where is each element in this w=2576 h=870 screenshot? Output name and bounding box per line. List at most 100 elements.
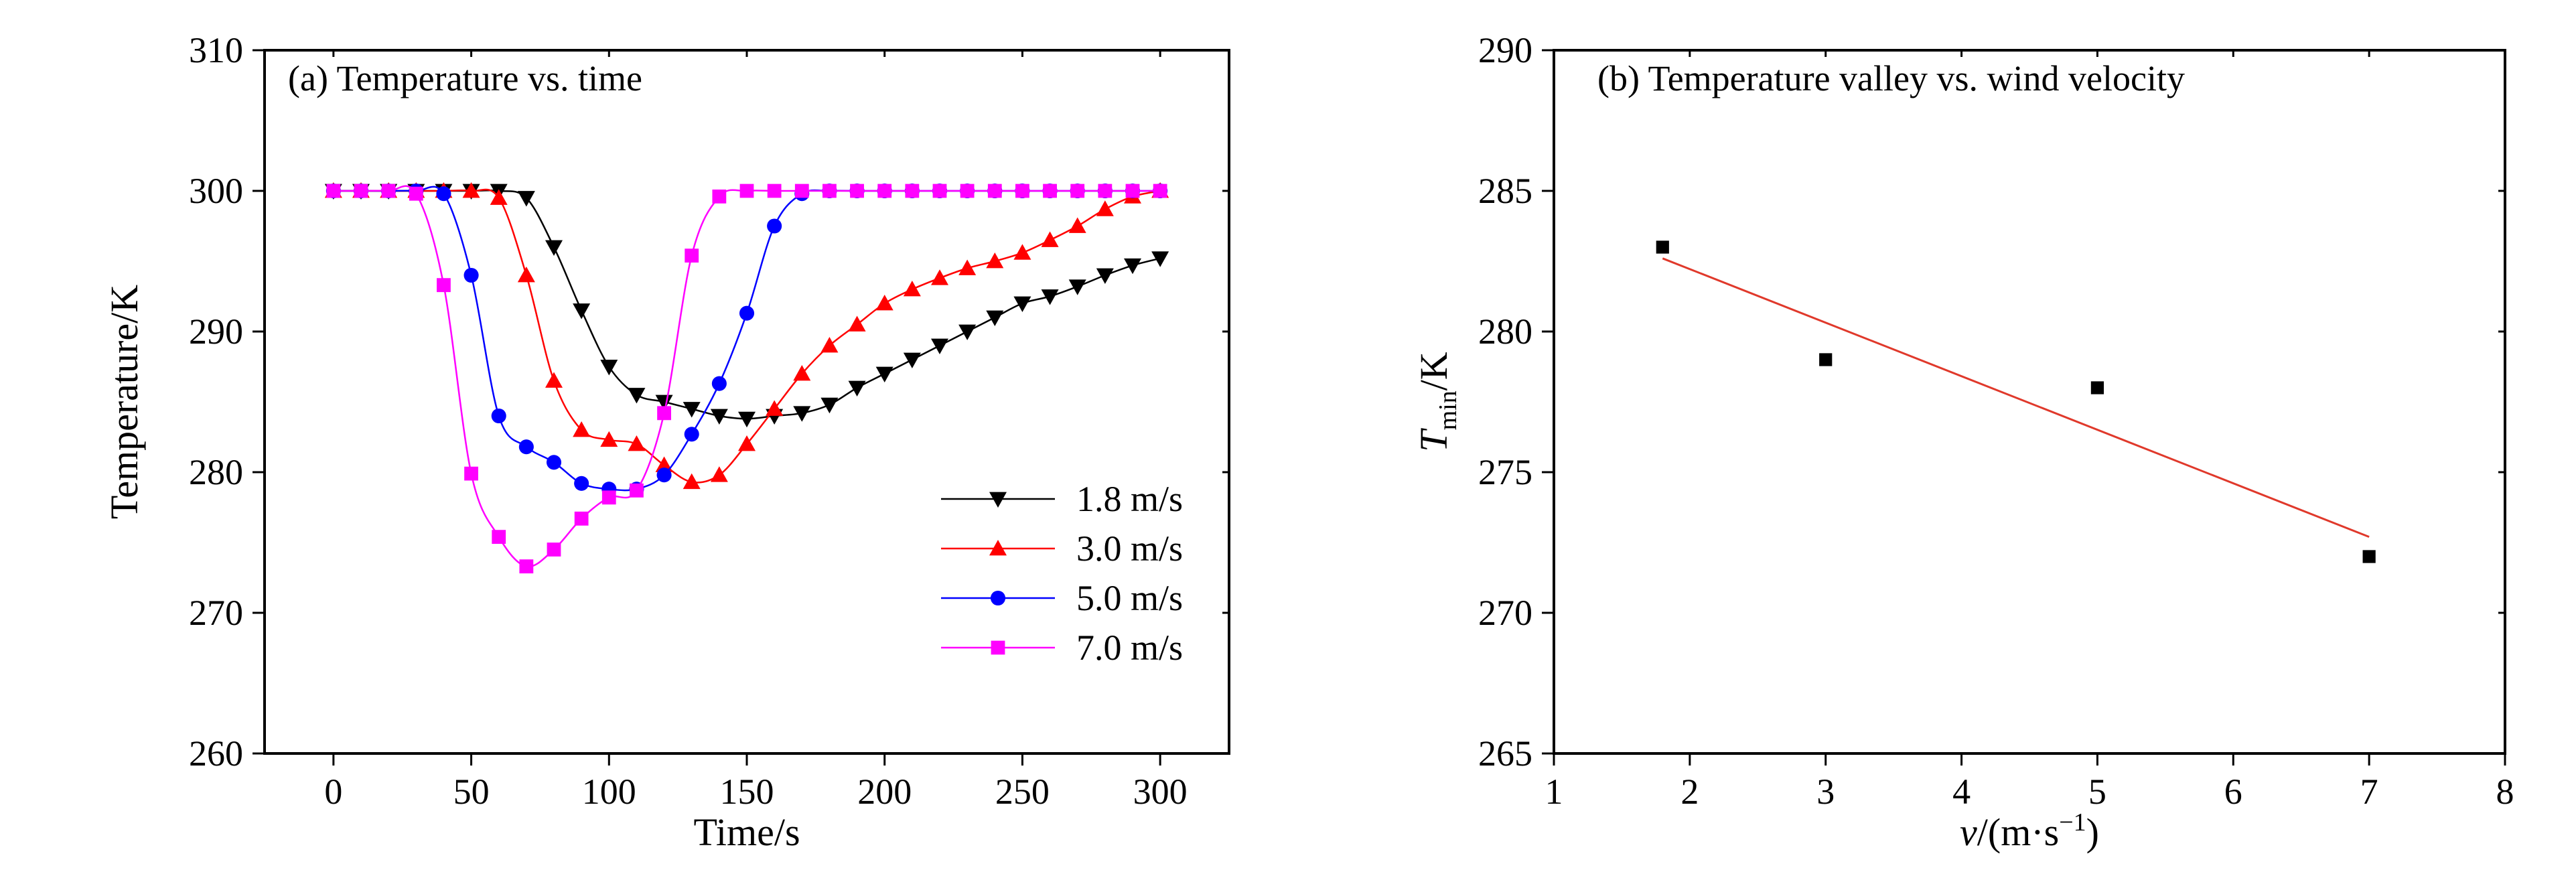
panel-b-x-axis-rest: /(m·s [1977, 810, 2059, 854]
panel-a-series-2-point [931, 269, 948, 285]
panel-a-y-axis-label: Temperature/K [102, 285, 146, 519]
panel-a-series-4-point [1070, 184, 1085, 198]
panel-a-series-3-point [491, 408, 506, 424]
panel-a-series-1-point [1068, 279, 1086, 295]
panel-a-series-4-point [822, 184, 837, 198]
panel-a-series-2-point [848, 315, 866, 332]
panel-a-legend-label-series-3: 5.0 m/s [1076, 578, 1183, 618]
panel-a-series-1-point [517, 191, 535, 207]
panel-a-series-2-point [517, 267, 535, 283]
panel-a-series-1-point [710, 409, 728, 425]
panel-a-series-4-point [601, 490, 616, 505]
panel-a-x-tick-label: 150 [720, 772, 774, 812]
panel-a-series-2-point [1041, 231, 1059, 247]
panel-a-series-2-point [710, 466, 728, 482]
panel-a-series-2-point [545, 372, 563, 388]
panel-a-series-2-point [875, 295, 893, 311]
panel-b-x-tick-label: 8 [2496, 772, 2514, 812]
panel-a-series-4-point [1125, 184, 1140, 198]
panel-a-y-tick-label: 280 [189, 452, 243, 492]
panel-b-temperature-valley-vs-wind-velocity: 1 2 3 4 5 6 7 8 265 270 275 280 285 290 (b) Temperatu… [1412, 30, 2514, 854]
panel-a-y-tick-label: 300 [189, 171, 243, 211]
panel-b-x-tick-label: 7 [2360, 772, 2378, 812]
panel-b-data-point [1819, 353, 1833, 366]
panel-a-y-tick-label: 290 [189, 311, 243, 352]
panel-a-series-4-point [381, 184, 396, 198]
panel-a-series-4-point [794, 184, 809, 198]
panel-b-x-axis-close: ) [2086, 810, 2099, 854]
panel-b-data-point [2362, 550, 2376, 563]
panel-a-series-2-point [738, 435, 756, 451]
panel-a-legend-marker-series-4 [991, 640, 1005, 655]
panel-b-y-axis-label: Tmin/K [1412, 352, 1462, 452]
panel-a-series-2-point [655, 456, 673, 472]
panel-a-series-4-point [574, 511, 589, 526]
panel-b-title: (b) Temperature valley vs. wind velocity [1597, 58, 2185, 98]
panel-a-series-1-point [793, 406, 811, 422]
panel-b-x-axis-sup: −1 [2059, 808, 2086, 837]
panel-b-data-point [2090, 381, 2104, 394]
panel-a-series-4-point [326, 184, 341, 198]
panel-a-title: (a) Temperature vs. time [288, 58, 642, 98]
panel-b-ticks: 1 2 3 4 5 6 7 8 265 270 275 280 285 290 [1478, 30, 2514, 812]
panel-a-x-tick-label: 300 [1133, 772, 1188, 812]
panel-a-series-4-point [437, 278, 451, 293]
panel-a-series-4-point [1043, 184, 1057, 198]
panel-a-x-axis-label: Time/s [693, 810, 800, 854]
panel-a-series-2-point [820, 337, 839, 353]
panel-a-ticks: 0 50 100 150 200 250 300 260 270 280 290 300 310 [189, 30, 1229, 812]
panel-a-series-1-point [628, 388, 646, 404]
panel-a-x-tick-label: 100 [582, 772, 636, 812]
panel-a-series-2-point [793, 365, 811, 381]
panel-b-y-tick-label: 275 [1478, 452, 1532, 492]
panel-b-y-axis-sub: min [1434, 390, 1462, 430]
panel-a-series-2-point [600, 431, 618, 447]
panel-a-series-4-point [630, 483, 644, 498]
panel-a-x-tick-label: 250 [995, 772, 1050, 812]
panel-a-series-2-point [986, 252, 1004, 269]
panel-a-series-3-point [463, 267, 479, 283]
panel-b-x-tick-label: 5 [2088, 772, 2106, 812]
panel-a-series-2-point [1068, 217, 1086, 233]
panel-b-x-tick-label: 1 [1545, 772, 1563, 812]
panel-a-series-3-point [436, 186, 451, 202]
panel-b-fit-line [1662, 257, 2370, 538]
panel-a-series-4-point [685, 248, 699, 263]
panel-a-series-1-point [848, 380, 866, 396]
panel-a-series-2-point [490, 189, 508, 205]
panel-a-legend-marker-series-1 [989, 492, 1007, 508]
panel-a-legend-marker-series-2 [989, 540, 1007, 556]
panel-a-series-3-point [767, 218, 782, 234]
panel-a-series-4-point [1015, 184, 1029, 198]
panel-b-data-point [1656, 240, 1669, 254]
panel-a-series-1-point [1041, 289, 1059, 305]
panel-b-x-tick-label: 6 [2224, 772, 2242, 812]
panel-a-series-1-point [875, 366, 893, 382]
panel-a-series-2-point [573, 421, 591, 437]
panel-a-series [324, 182, 1169, 574]
panel-b-y-axis-rest: /K [1412, 352, 1455, 390]
panel-a-series-1-point [931, 338, 948, 354]
panel-a-series-4-point [464, 466, 478, 481]
panel-b-y-tick-label: 290 [1478, 30, 1532, 70]
panel-a-series-4-point [354, 184, 368, 198]
panel-a-series-3-point [656, 467, 672, 483]
panel-b-y-tick-label: 285 [1478, 171, 1532, 211]
panel-a-legend-label-series-1: 1.8 m/s [1076, 479, 1183, 519]
panel-a-series-4-point [905, 184, 920, 198]
panel-a-series-3-point [739, 305, 755, 321]
panel-a-series-4-point [960, 184, 975, 198]
panel-a-series-4-point [712, 190, 727, 204]
panel-a-series-1-point [600, 360, 618, 376]
panel-a-series-4-point [1153, 184, 1167, 198]
panel-a-y-tick-label: 270 [189, 593, 243, 633]
panel-a-series-2-point [628, 435, 646, 451]
panel-a-legend: 1.8 m/s 3.0 m/s 5.0 m/s 7.0 m/s [941, 479, 1183, 668]
panel-a-series-4-point [767, 184, 782, 198]
panel-a-series-1-point [738, 411, 756, 428]
panel-a-series-1-point [903, 352, 921, 368]
panel-a-series-1-point [958, 324, 977, 340]
panel-a-y-tick-label: 260 [189, 733, 243, 774]
panel-a-series-4-line [333, 185, 1161, 568]
